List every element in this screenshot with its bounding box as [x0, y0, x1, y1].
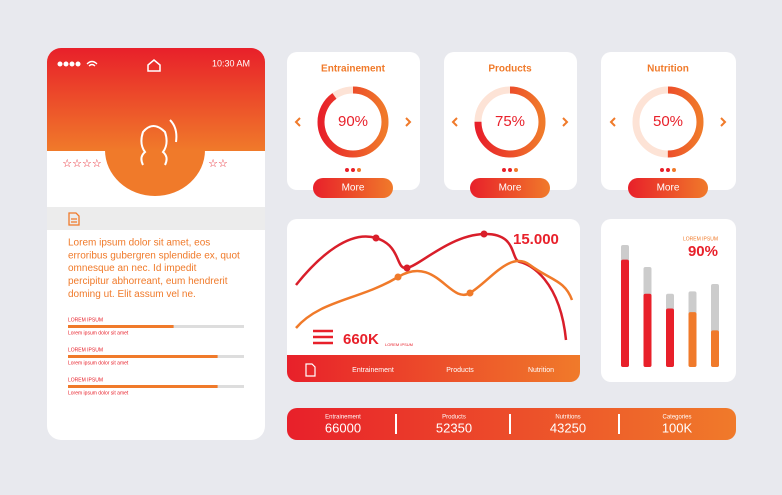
stat-label: Categories — [662, 415, 691, 421]
stats-strip — [287, 408, 736, 440]
pager-dot — [345, 168, 349, 172]
chevron-left[interactable] — [294, 117, 301, 127]
tab[interactable]: Products — [446, 367, 474, 374]
progress-caption: Lorem ipsum dolor sit amet — [68, 390, 129, 396]
status-time: 10:30 AM — [212, 58, 250, 68]
paragraph-line: percipitur abhorreant, eum hendrerit — [68, 276, 228, 287]
paragraph-line: Lorem ipsum dolor sit amet, eos — [68, 238, 210, 249]
progress-caption: Lorem ipsum dolor sit amet — [68, 360, 129, 366]
progress-caption: Lorem ipsum dolor sit amet — [68, 330, 129, 336]
tab-bar — [287, 355, 580, 382]
phone: 10:30 AM ☆☆☆☆ ☆☆ — [47, 48, 265, 440]
pager-dot — [502, 168, 506, 172]
stars: ☆☆ — [208, 158, 228, 170]
bar — [621, 259, 629, 367]
line-dots — [372, 230, 488, 272]
home-icon[interactable] — [147, 59, 161, 72]
line-total-caption: LOREM IPSUM — [385, 342, 413, 347]
phone-toolbar — [47, 207, 265, 230]
donut-value: 50% — [653, 113, 683, 130]
bar-caption: LOREM IPSUM — [683, 236, 718, 242]
stat-value: 43250 — [550, 420, 586, 435]
chevron-left[interactable] — [609, 117, 616, 127]
paragraph-line: erroribus gubergren splendide ex, quot — [68, 250, 240, 261]
line-total: 660K — [343, 331, 379, 348]
progress-bar — [68, 385, 218, 388]
status-dots — [57, 61, 81, 67]
donut-value: 75% — [495, 113, 525, 130]
menu-icon[interactable] — [313, 329, 333, 345]
donut-title: Products — [488, 64, 532, 75]
donut-card — [601, 52, 736, 190]
wifi-icon — [86, 60, 98, 67]
donut-value: 90% — [338, 113, 368, 130]
stars: ☆☆☆☆ — [62, 158, 102, 170]
bar — [688, 312, 697, 367]
chevron-right[interactable] — [720, 117, 727, 127]
pager-dot — [672, 168, 676, 172]
more-button[interactable] — [313, 178, 393, 198]
progress-bar — [68, 355, 218, 358]
stat-label: Nutritions — [555, 415, 580, 421]
stat-value: 66000 — [325, 420, 361, 435]
line-card — [287, 219, 580, 382]
doc-icon — [68, 212, 80, 226]
chevron-right[interactable] — [562, 117, 569, 127]
avatar-icon — [140, 119, 178, 166]
more-button-label[interactable]: More — [657, 183, 680, 194]
phone-header — [47, 48, 265, 151]
pager-dot — [508, 168, 512, 172]
donut-arc — [317, 86, 389, 158]
avatar-bump — [105, 150, 205, 196]
chevron-right[interactable] — [405, 117, 412, 127]
stat-label: Entrainement — [325, 415, 361, 421]
chevron-left[interactable] — [451, 117, 458, 127]
more-button-label[interactable]: More — [342, 183, 365, 194]
progress-label: LOREM IPSUM — [68, 317, 103, 323]
stat-label: Products — [442, 415, 466, 421]
line-dots — [394, 273, 474, 297]
progress-bar — [68, 325, 174, 328]
doc-icon — [305, 363, 316, 377]
line-orange — [295, 259, 574, 329]
stat-value: 100K — [662, 420, 693, 435]
paragraph-line: doming ut. Elit assum vel ne. — [68, 289, 196, 300]
more-button-label[interactable]: More — [499, 183, 522, 194]
donut-card — [444, 52, 577, 190]
stat-value: 52350 — [436, 420, 472, 435]
pager-dot — [514, 168, 518, 172]
pager-dot — [666, 168, 670, 172]
more-button[interactable] — [470, 178, 550, 198]
bar — [643, 293, 652, 367]
donut-arc — [474, 86, 546, 158]
donut-arc — [632, 86, 704, 158]
bar — [666, 308, 674, 367]
line-red — [295, 232, 568, 341]
donut-card — [287, 52, 420, 190]
pager-dot — [351, 168, 355, 172]
line-value: 15.000 — [513, 231, 559, 248]
tab[interactable]: Nutrition — [528, 367, 554, 374]
donut-title: Entrainement — [321, 64, 386, 75]
bar — [711, 330, 719, 367]
progress-label: LOREM IPSUM — [68, 377, 103, 383]
donut-title: Nutrition — [647, 64, 689, 75]
bar-value: 90% — [688, 243, 718, 260]
paragraph-line: omnesque an nec. Id impedit — [68, 263, 197, 274]
more-button[interactable] — [628, 178, 708, 198]
tab[interactable]: Entrainement — [352, 367, 394, 374]
progress-label: LOREM IPSUM — [68, 347, 103, 353]
pager-dot — [660, 168, 664, 172]
pager-dot — [357, 168, 361, 172]
